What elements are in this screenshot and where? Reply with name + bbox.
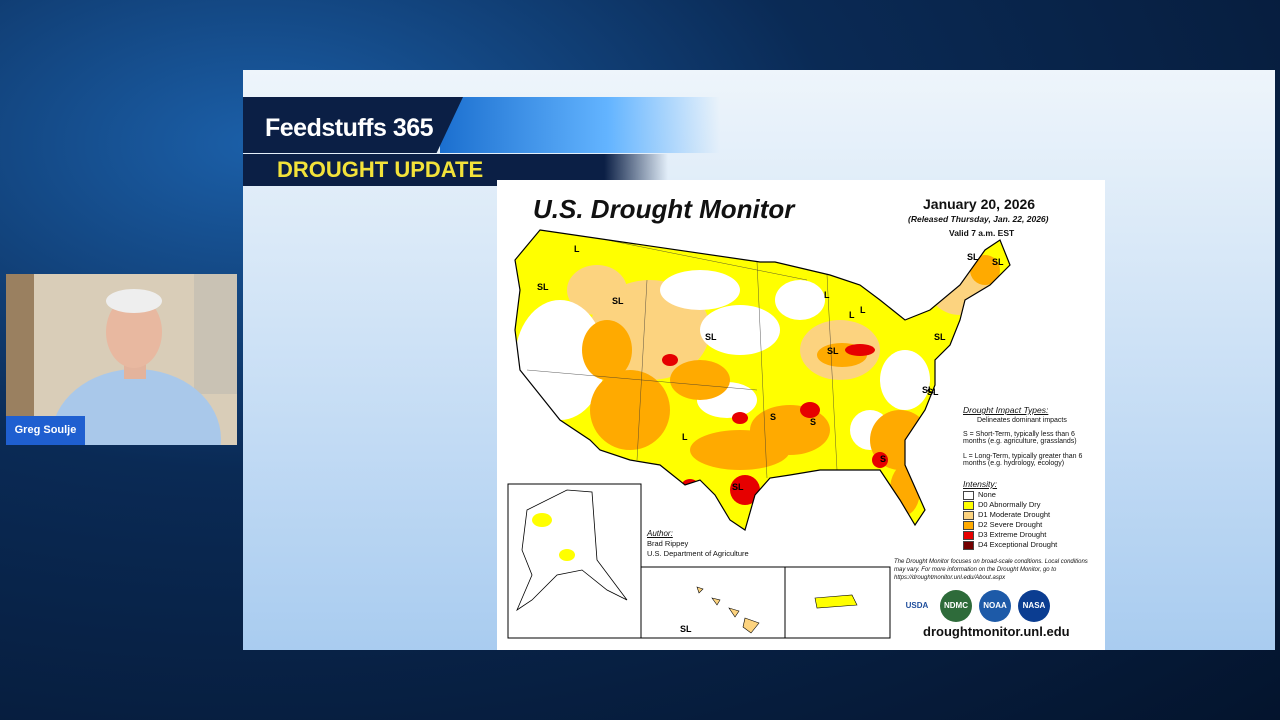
region-label: SL (967, 252, 979, 262)
drought-area (872, 452, 888, 468)
region-label: L (849, 310, 855, 320)
state-border (526, 369, 758, 391)
logo: NASA (1018, 590, 1050, 622)
drought-area (732, 412, 748, 424)
region-label: SL (922, 385, 934, 395)
released: (Released Thursday, Jan. 22, 2026) (908, 214, 1049, 224)
region-label: SL (732, 482, 744, 492)
drought-area (567, 265, 627, 315)
hawaii-inset (640, 566, 786, 639)
logo: NOAA (979, 590, 1011, 622)
legend-swatch (963, 531, 974, 540)
state-border (756, 261, 768, 479)
region-label: S (880, 454, 886, 464)
legend-label: D2 Severe Drought (978, 520, 1043, 529)
region-label: SL (827, 346, 839, 356)
region-label: SL (934, 332, 946, 342)
legend-label: None (978, 490, 996, 499)
legend-swatch (963, 491, 974, 500)
drought-area (662, 354, 678, 366)
drought-area (775, 280, 825, 320)
drought-area (590, 370, 670, 450)
drought-map-panel: L SL SL SL SL SL L L L SL SL S S L SL SL S SL SL U.S. Drou… (497, 180, 1105, 650)
map-title: U.S. Drought Monitor (533, 194, 795, 224)
drought-area (880, 350, 930, 410)
map-date: January 20, 2026 (923, 196, 1036, 212)
impact-item: S = Short-Term, typically less than 6 mo… (963, 431, 1077, 445)
author-org: U.S. Department of Agriculture (647, 549, 749, 558)
legend-label: D1 Moderate Drought (978, 510, 1051, 519)
note: The Drought Monitor focuses on broad-sca… (894, 559, 1088, 581)
logo: USDA (901, 590, 933, 622)
banner-stripe (440, 97, 720, 153)
state-border (636, 279, 648, 461)
legend-swatch (963, 541, 974, 550)
drought-area (800, 402, 820, 418)
region-label: SL (992, 257, 1004, 267)
region-label: L (860, 305, 866, 315)
drought-area (670, 360, 730, 400)
region-label: SL (680, 624, 692, 634)
brand: Feedstuffs 365 (243, 97, 463, 153)
region-label: SL (705, 332, 717, 342)
legend-label: D0 Abnormally Dry (978, 500, 1041, 509)
region-label: SL (927, 387, 939, 397)
drought-area (845, 344, 875, 356)
legend-swatch (963, 521, 974, 530)
legend-label: D3 Extreme Drought (978, 530, 1047, 539)
url: droughtmonitor.unl.edu (923, 624, 1070, 639)
region-label: SL (612, 296, 624, 306)
drought-area (660, 270, 740, 310)
legend-swatch (963, 501, 974, 510)
state-border (826, 274, 838, 471)
drought-area (970, 255, 1000, 285)
presenter-name: Greg Soulje (6, 416, 85, 445)
drought-area (515, 300, 605, 420)
state-border (606, 239, 808, 281)
region-label: L (682, 432, 688, 442)
valid: Valid 7 a.m. EST (949, 228, 1015, 238)
region-label: L (824, 290, 830, 300)
impact-item: Delineates dominant impacts (977, 417, 1067, 424)
logo: NDMC (940, 590, 972, 622)
drought-area (700, 305, 780, 355)
region-label: SL (537, 282, 549, 292)
region-label: S (770, 412, 776, 422)
author-name: Brad Rippey (647, 539, 689, 548)
author-heading: Author: (647, 529, 673, 538)
region-label: S (810, 417, 816, 427)
impact-title: Drought Impact Types: (963, 405, 1049, 415)
intensity-title: Intensity: (963, 479, 998, 489)
drought-area (582, 320, 632, 380)
impact-item: L = Long-Term, typically greater than 6 … (963, 453, 1083, 467)
legend-label: D4 Exceptional Drought (978, 540, 1058, 549)
legend-swatch (963, 511, 974, 520)
drought-area (730, 475, 760, 505)
region-label: L (574, 244, 580, 254)
webcam (6, 274, 237, 445)
